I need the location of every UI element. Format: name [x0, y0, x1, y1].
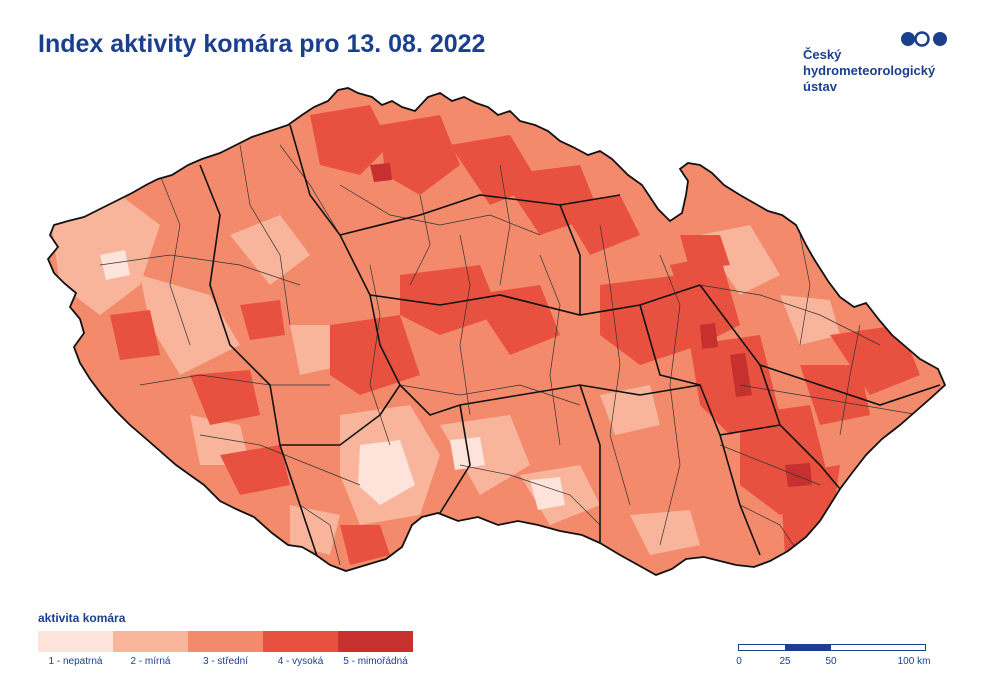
scale-label-100: 100 km: [897, 656, 931, 667]
scale-label-0: 0: [736, 656, 742, 667]
legend-title: aktivita komára: [38, 611, 126, 625]
legend-label-4: 4 - vysoká: [277, 656, 324, 667]
legend-item: 1 - nepatrná: [38, 631, 113, 667]
activity-level-4-zones: [110, 105, 920, 565]
district-borders: [99, 144, 921, 566]
czech-republic-map: [47, 87, 946, 576]
legend-item: 3 - střední: [188, 631, 263, 667]
logo-text: Český hydrometeorologický ústav: [803, 47, 993, 95]
logo-line-3: ústav: [803, 79, 837, 94]
logo-line-1: Český: [803, 47, 842, 62]
logo-dots-icon: [901, 31, 947, 47]
scale-label-25: 25: [779, 656, 791, 667]
legend-item: 2 - mírná: [113, 631, 188, 667]
scale-segment: [831, 645, 925, 650]
logo-line-2: hydrometeorologický: [803, 63, 936, 78]
scale-segment: [785, 645, 831, 650]
page-title: Index aktivity komára pro 13. 08. 2022: [38, 30, 486, 58]
scale-segment: [739, 645, 785, 650]
legend-swatch-1: [38, 631, 113, 652]
legend-label-3: 3 - střední: [202, 656, 249, 667]
legend-label-5: 5 - mimořádná: [343, 656, 408, 667]
legend-item: 5 - mimořádná: [338, 631, 413, 667]
legend-swatch-3: [188, 631, 263, 652]
legend-swatch-2: [113, 631, 188, 652]
legend-label-1: 1 - nepatrná: [48, 656, 103, 667]
scale-bar-frame: [738, 644, 926, 651]
legend-swatch-4: [263, 631, 338, 652]
region-borders: [199, 124, 941, 566]
legend-swatch-5: [338, 631, 413, 652]
scale-label-50: 50: [825, 656, 837, 667]
legend-item: 4 - vysoká: [263, 631, 338, 667]
legend-label-2: 2 - mírná: [130, 656, 171, 667]
scale-bar: 0 25 50 100 km: [736, 644, 930, 674]
legend: 1 - nepatrná 2 - mírná 3 - střední 4 - v…: [38, 631, 413, 667]
